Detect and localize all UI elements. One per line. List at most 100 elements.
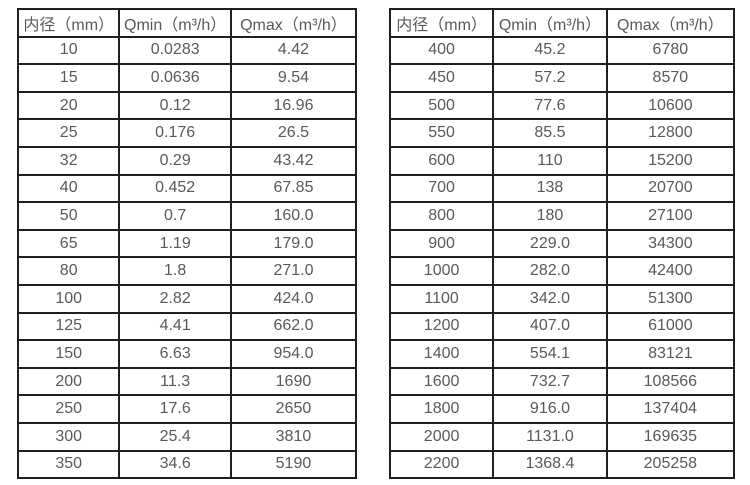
table-cell: 25.4 [118,421,232,452]
table-row: 80 1.8 271.0 [16,256,358,286]
table-cell: 550 [388,118,495,148]
table-cell: 180 [492,201,608,231]
table-row: 800 180 27100 [388,201,736,231]
table-row: 400 45.2 6780 [388,35,736,66]
table-cell: 1131.0 [492,421,608,452]
table-cell: 34300 [605,228,736,259]
table-cell: 1000 [388,256,495,286]
table-cell: 85.5 [492,118,608,148]
table-cell: 700 [388,173,495,204]
table-row: 450 57.2 8570 [388,63,736,93]
table-row: 500 77.6 10600 [388,90,736,121]
table-cell: 424.0 [229,283,358,314]
table-cell: 0.7 [118,201,232,231]
table-cell: 554.1 [492,339,608,369]
table-row: 1000 282.0 42400 [388,256,736,286]
table-cell: 1400 [388,339,495,369]
table-cell: 1.8 [118,256,232,286]
table-cell: 125 [16,311,121,342]
table-cell: 169635 [605,421,736,452]
table-row: 1800 916.0 137404 [388,394,736,424]
flow-rate-table-large-diameters: 内径（mm） Qmin（m³/h） Qmax（m³/h） 400 45.2 6780 450… [388,8,736,480]
table-cell: 400 [388,35,495,66]
table-cell: 200 [16,366,121,397]
table-cell: 40 [16,173,121,204]
table-cell: 10 [16,35,121,66]
table-cell: 15 [16,63,121,93]
table-cell: 34.6 [118,449,232,480]
table-cell: 0.0283 [118,35,232,66]
table-cell: 100 [16,283,121,314]
table-cell: 11.3 [118,366,232,397]
table-row: 65 1.19 179.0 [16,228,358,259]
table-cell: 500 [388,90,495,121]
table-cell: 229.0 [492,228,608,259]
column-header: Qmax（m³/h） [605,8,736,38]
table-row: 32 0.29 43.42 [16,145,358,176]
table-row: 1400 554.1 83121 [388,339,736,369]
table-row: 350 34.6 5190 [16,449,358,480]
table-cell: 8570 [605,63,736,93]
table-cell: 110 [492,145,608,176]
table-row: 10 0.0283 4.42 [16,35,358,66]
table-cell: 271.0 [229,256,358,286]
table-cell: 17.6 [118,394,232,424]
table-header-row: 内径（mm） Qmin（m³/h） Qmax（m³/h） [16,8,358,38]
table-cell: 80 [16,256,121,286]
table-cell: 1368.4 [492,449,608,480]
table-cell: 137404 [605,394,736,424]
table-cell: 32 [16,145,121,176]
table-cell: 916.0 [492,394,608,424]
table-cell: 67.85 [229,173,358,204]
table-cell: 4.41 [118,311,232,342]
table-cell: 662.0 [229,311,358,342]
table-cell: 150 [16,339,121,369]
table-row: 2200 1368.4 205258 [388,449,736,480]
table-cell: 1600 [388,366,495,397]
table-row: 2000 1131.0 169635 [388,421,736,452]
table-row: 900 229.0 34300 [388,228,736,259]
table-cell: 9.54 [229,63,358,93]
table-cell: 1690 [229,366,358,397]
table-cell: 0.12 [118,90,232,121]
table-cell: 25 [16,118,121,148]
table-cell: 65 [16,228,121,259]
table-cell: 42400 [605,256,736,286]
table-cell: 732.7 [492,366,608,397]
table-row: 150 6.63 954.0 [16,339,358,369]
table-cell: 43.42 [229,145,358,176]
table-row: 25 0.176 26.5 [16,118,358,148]
table-cell: 20700 [605,173,736,204]
table-cell: 342.0 [492,283,608,314]
table-cell: 1100 [388,283,495,314]
table-cell: 20 [16,90,121,121]
column-header: Qmax（m³/h） [229,8,358,38]
table-cell: 600 [388,145,495,176]
table-cell: 0.176 [118,118,232,148]
table-cell: 10600 [605,90,736,121]
table-row: 20 0.12 16.96 [16,90,358,121]
table-cell: 1.19 [118,228,232,259]
column-header: 内径（mm） [16,8,121,38]
table-cell: 2200 [388,449,495,480]
table-cell: 83121 [605,339,736,369]
table-cell: 57.2 [492,63,608,93]
table-cell: 5190 [229,449,358,480]
column-header: Qmin（m³/h） [492,8,608,38]
table-row: 125 4.41 662.0 [16,311,358,342]
table-cell: 900 [388,228,495,259]
table-row: 300 25.4 3810 [16,421,358,452]
table-row: 15 0.0636 9.54 [16,63,358,93]
table-cell: 0.452 [118,173,232,204]
table-cell: 108566 [605,366,736,397]
table-cell: 0.29 [118,145,232,176]
table-cell: 954.0 [229,339,358,369]
table-row: 1600 732.7 108566 [388,366,736,397]
column-header: Qmin（m³/h） [118,8,232,38]
table-cell: 2000 [388,421,495,452]
table-row: 50 0.7 160.0 [16,201,358,231]
table-cell: 51300 [605,283,736,314]
table-cell: 6780 [605,35,736,66]
table-cell: 77.6 [492,90,608,121]
table-cell: 6.63 [118,339,232,369]
